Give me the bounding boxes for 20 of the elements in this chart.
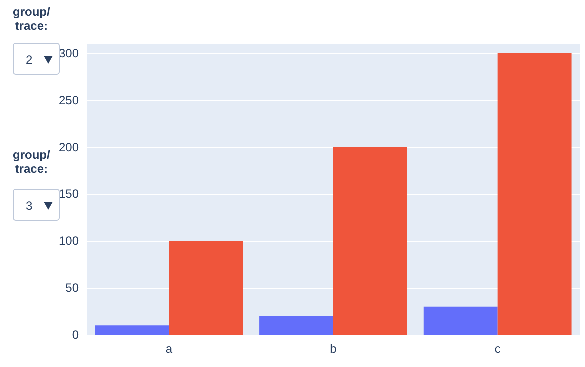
bar [169,241,244,335]
x-tick-label: c [494,342,501,356]
text: group/ trace: [13,148,50,176]
y-tick-label: 300 [58,46,80,60]
y-tick-label: 50 [66,281,80,296]
bar [260,316,334,335]
bar [334,147,408,335]
y-tick-label: 250 [58,93,80,108]
x-tick-label: a [166,342,173,356]
bar [498,53,572,335]
dropdown: 2 [13,43,60,75]
bar [424,306,498,335]
y-tick-label: 200 [58,140,80,154]
dropdown: 3 [13,189,60,221]
y-tick-label: 100 [58,234,80,248]
bar [95,326,170,335]
text: group/ trace: [13,5,50,33]
y-tick-label: 0 [72,328,80,342]
x-tick-label: b [330,342,338,356]
y-tick-label: 150 [58,187,80,202]
